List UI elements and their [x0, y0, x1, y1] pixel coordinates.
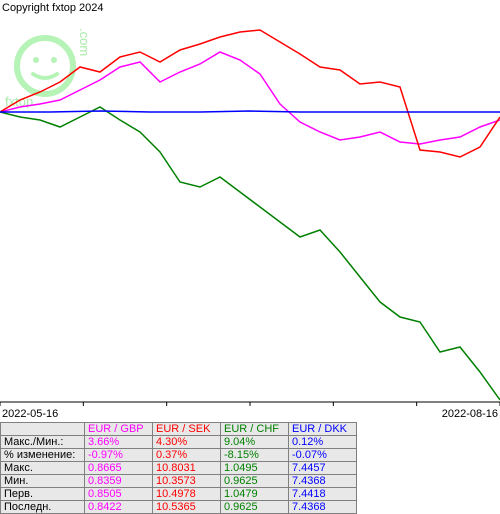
- table-row-label: Перв.: [1, 488, 85, 501]
- table-cell: 4.30%: [153, 436, 221, 449]
- table-cell: 0.37%: [153, 449, 221, 462]
- table-cell: 0.8422: [85, 501, 153, 514]
- table-cell: 7.4368: [289, 475, 357, 488]
- table-cell: 10.5365: [153, 501, 221, 514]
- currency-chart: [0, 12, 500, 407]
- table-cell: 0.9625: [221, 501, 289, 514]
- table-cell: 0.8505: [85, 488, 153, 501]
- table-cell: 9.04%: [221, 436, 289, 449]
- currency-data-table: EUR / GBPEUR / SEKEUR / CHFEUR / DKK Макс…: [0, 422, 357, 514]
- table-header: EUR / SEK: [153, 423, 221, 436]
- table-cell: -8.15%: [221, 449, 289, 462]
- table-cell: 7.4457: [289, 462, 357, 475]
- copyright-text: Copyright fxtop 2024: [2, 2, 104, 14]
- table-header: EUR / CHF: [221, 423, 289, 436]
- table-cell: 0.12%: [289, 436, 357, 449]
- table-row-label: Макс./Мин.:: [1, 436, 85, 449]
- table-header: EUR / DKK: [289, 423, 357, 436]
- start-date: 2022-05-16: [2, 408, 58, 420]
- table-cell: 0.9625: [221, 475, 289, 488]
- table-cell: 3.66%: [85, 436, 153, 449]
- table-row-label: % изменение:: [1, 449, 85, 462]
- table-cell: 0.8359: [85, 475, 153, 488]
- table-cell: 1.0479: [221, 488, 289, 501]
- table-cell: 7.4368: [289, 501, 357, 514]
- table-cell: 7.4418: [289, 488, 357, 501]
- table-header: EUR / GBP: [85, 423, 153, 436]
- table-cell: -0.07%: [289, 449, 357, 462]
- end-date: 2022-08-16: [442, 408, 498, 420]
- table-cell: 1.0495: [221, 462, 289, 475]
- table-cell: 10.8031: [153, 462, 221, 475]
- table-row-label: Мин.: [1, 475, 85, 488]
- table-cell: 0.8665: [85, 462, 153, 475]
- table-cell: -0.97%: [85, 449, 153, 462]
- table-row-label: Последн.: [1, 501, 85, 514]
- table-row-label: Макс.: [1, 462, 85, 475]
- table-cell: 10.4978: [153, 488, 221, 501]
- table-header: [1, 423, 85, 436]
- table-cell: 10.3573: [153, 475, 221, 488]
